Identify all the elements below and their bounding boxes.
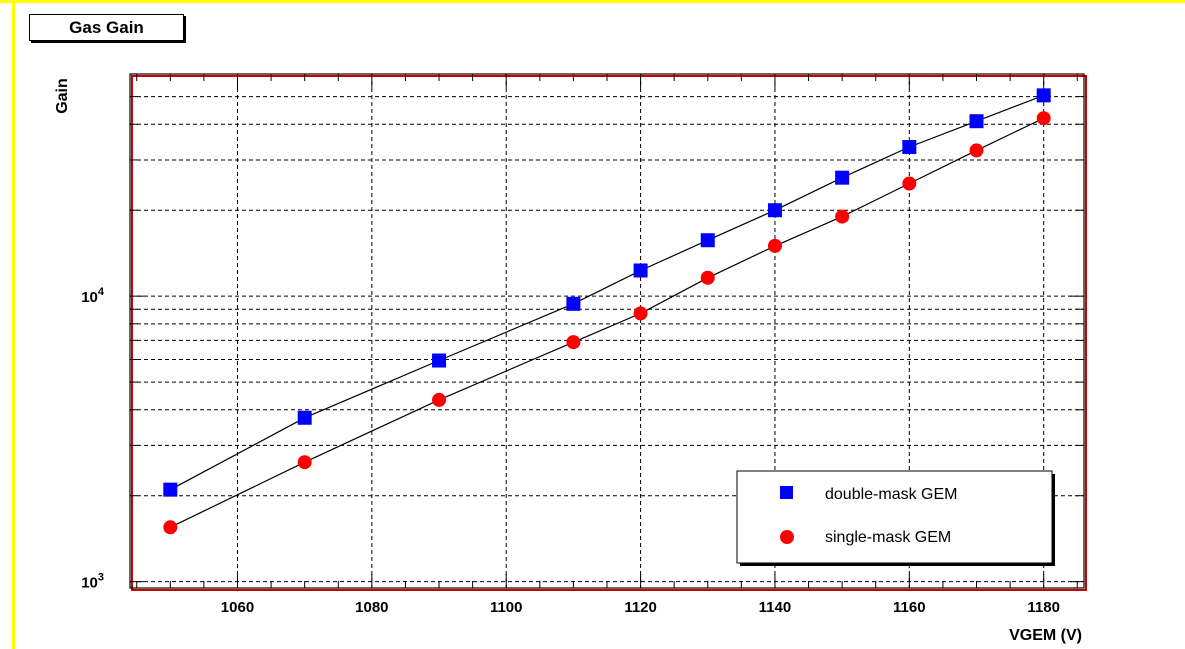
x-tick-label-1: 1080: [355, 599, 388, 616]
legend-box-shadow-bottom: [740, 563, 1055, 566]
x-tick-label-5: 1160: [893, 599, 926, 616]
data-point-circle-8: [902, 176, 917, 191]
data-point-circle-4: [633, 306, 648, 321]
data-point-square-1: [297, 410, 312, 425]
y-tick-labels: 103 104: [81, 286, 105, 591]
legend-box-shadow-right: [1052, 474, 1055, 566]
y-tick-label-0: 103: [81, 572, 104, 592]
fit-line-square: [170, 94, 1044, 491]
y-tick-label-1: 104: [81, 286, 105, 306]
legend-label-single-mask: single-mask GEM: [825, 529, 951, 546]
data-point-square-2: [432, 353, 447, 368]
data-point-circle-0: [163, 520, 178, 535]
y-axis-title: Gain: [54, 78, 71, 114]
legend-marker-single-mask: [780, 530, 794, 544]
data-point-circle-6: [767, 238, 782, 253]
data-point-circle-9: [969, 143, 984, 158]
data-point-square-9: [969, 114, 984, 129]
data-point-square-4: [633, 263, 648, 278]
legend-marker-double-mask: [780, 486, 793, 499]
x-tick-label-6: 1180: [1027, 599, 1060, 616]
data-point-circle-3: [566, 335, 581, 350]
axis-ticks: [130, 73, 1084, 588]
legend-box: [736, 470, 1053, 564]
x-axis-title: VGEM (V): [1009, 627, 1082, 644]
data-point-circle-1: [297, 455, 312, 470]
data-point-square-0: [163, 482, 178, 497]
plot-frame-shadow: [131, 75, 1087, 591]
data-point-circle-5: [700, 270, 715, 285]
data-point-circle-2: [432, 392, 447, 407]
x-tick-label-3: 1120: [624, 599, 657, 616]
x-tick-labels: 1060 1080 1100 1120 1140 1160 1180: [221, 599, 1060, 616]
data-point-circle-10: [1036, 111, 1051, 126]
data-point-square-10: [1036, 88, 1051, 103]
x-tick-label-2: 1100: [490, 599, 523, 616]
data-points: [163, 88, 1051, 535]
data-point-square-6: [767, 203, 782, 218]
chart-title: Gas Gain: [29, 14, 184, 41]
data-point-circle-7: [835, 209, 850, 224]
data-point-square-8: [902, 140, 917, 155]
legend-label-double-mask: double-mask GEM: [825, 486, 958, 503]
left-border: [12, 0, 15, 649]
data-point-square-3: [566, 296, 581, 311]
data-point-square-7: [835, 170, 850, 185]
top-border: [0, 0, 1185, 3]
x-tick-label-0: 1060: [221, 599, 254, 616]
x-tick-label-4: 1140: [759, 599, 792, 616]
data-point-square-5: [700, 233, 715, 248]
legend: double-mask GEM single-mask GEM: [736, 470, 1055, 566]
